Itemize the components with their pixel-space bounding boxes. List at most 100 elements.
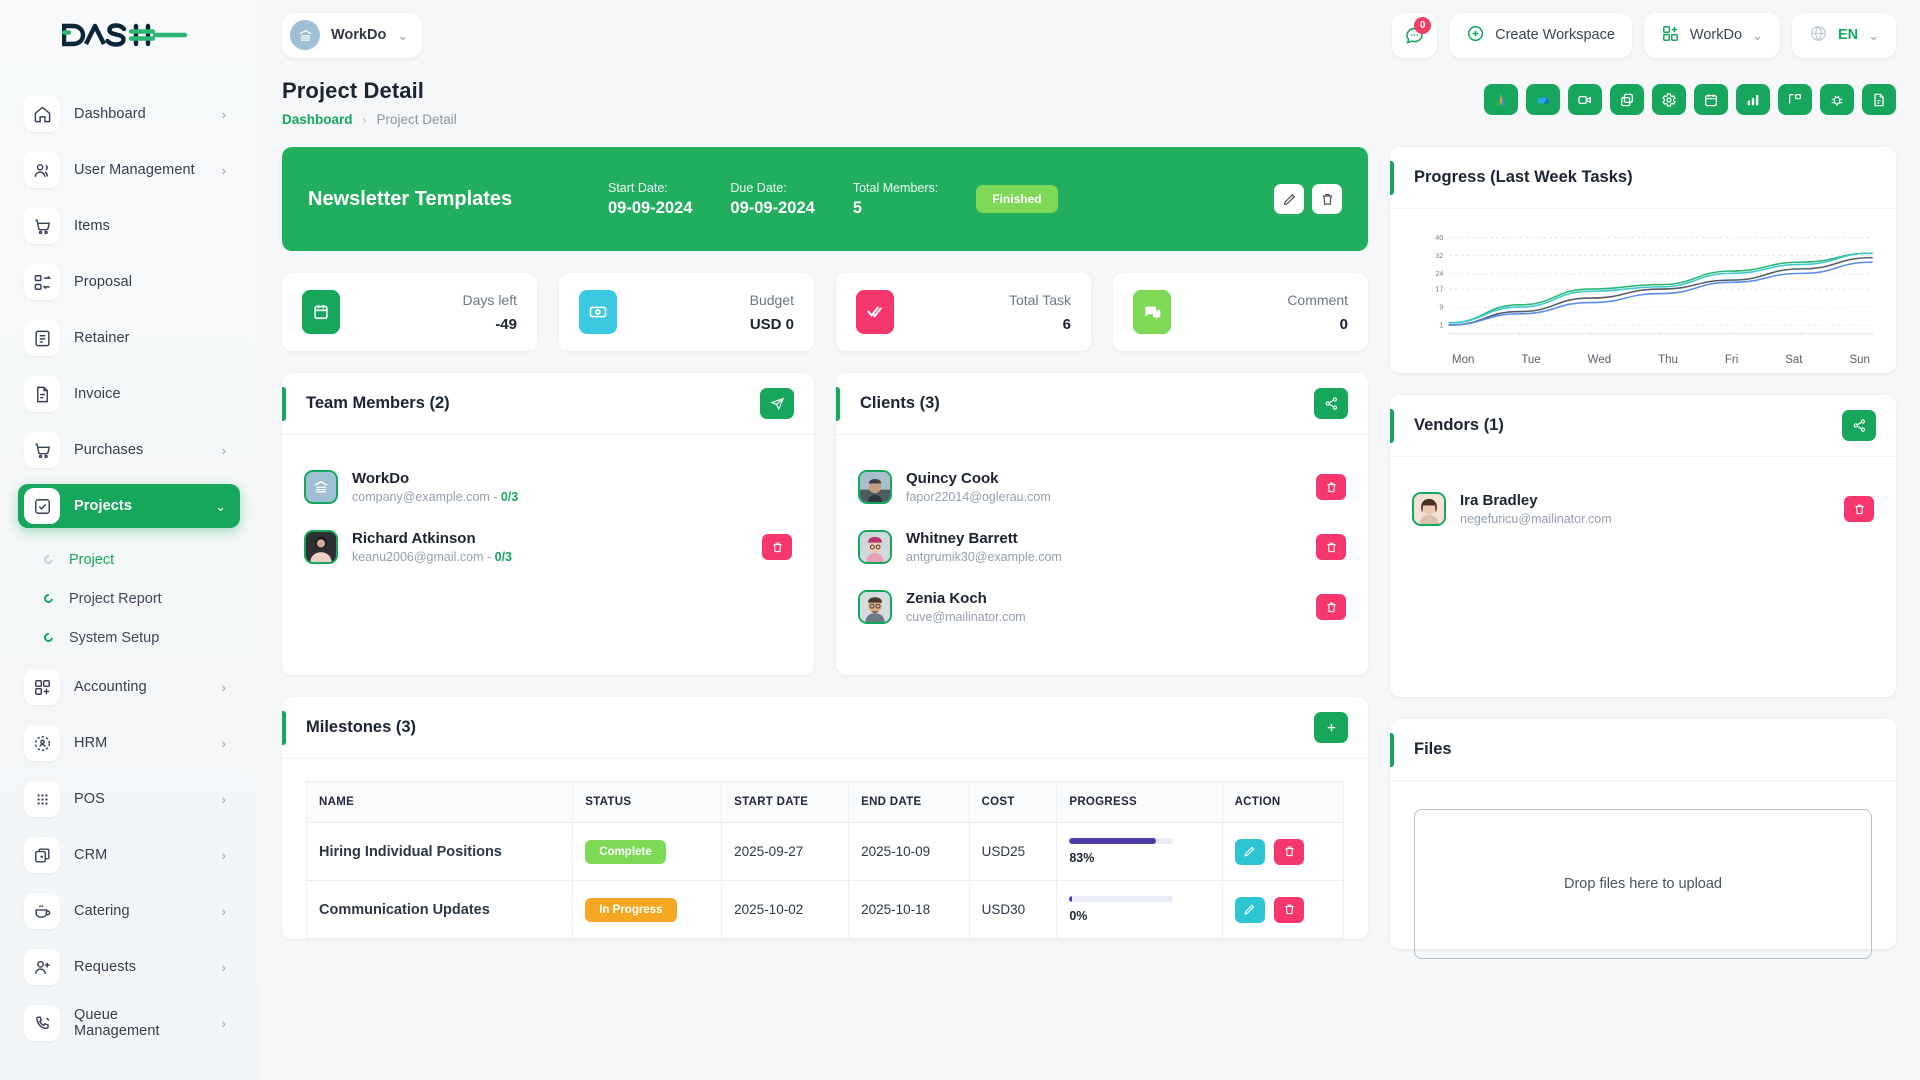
delete-project-button[interactable] (1312, 184, 1342, 214)
language-selector[interactable]: EN ⌄ (1791, 12, 1896, 58)
zoom-meeting-icon-button[interactable] (1568, 84, 1602, 115)
adsense-icon-button[interactable] (1484, 84, 1518, 115)
share-clients-button[interactable] (1314, 388, 1348, 419)
pencil-icon (1244, 904, 1255, 915)
sidebar-item-catering[interactable]: Catering › (18, 889, 240, 933)
delete-milestone-button[interactable] (1274, 896, 1305, 923)
status-badge: Finished (976, 185, 1058, 213)
chevron-right-icon: › (221, 106, 226, 122)
share-vendors-button[interactable] (1842, 410, 1876, 441)
sidebar-item-items[interactable]: Items (18, 204, 240, 248)
sidebar-subitem-label: Project (69, 551, 115, 568)
breadcrumb-root[interactable]: Dashboard (282, 112, 353, 127)
sidebar-item-crm[interactable]: CRM › (18, 833, 240, 877)
table-row[interactable]: Hiring Individual Positions Complete 202… (305, 822, 1345, 881)
calendar-icon-button[interactable] (1694, 84, 1728, 115)
sidebar-subitem-system-setup[interactable]: System Setup (18, 618, 240, 657)
due-date-block: Due Date: 09-09-2024 (730, 181, 814, 218)
person-info: Zenia Koch cuve@mailinator.com (906, 590, 1302, 624)
sidebar-subitem-project-report[interactable]: Project Report (18, 579, 240, 618)
person-info: WorkDo company@example.com - 0/3 (352, 470, 792, 504)
list-item[interactable]: Zenia Koch cuve@mailinator.com (858, 577, 1346, 637)
share-icon (1325, 397, 1337, 410)
delete-team-member-button[interactable] (762, 534, 792, 560)
trash-icon (1854, 504, 1864, 514)
sidebar-item-purchases[interactable]: Purchases › (18, 428, 240, 472)
edit-milestone-button[interactable] (1234, 896, 1265, 923)
users-icon (24, 152, 60, 188)
person-name: Quincy Cook (906, 470, 999, 487)
chart-bar-icon-button[interactable] (1736, 84, 1770, 115)
send-icon (769, 397, 784, 411)
delete-milestone-button[interactable] (1274, 838, 1305, 865)
cell-name: Communication Updates (305, 880, 574, 939)
sidebar-item-user-management[interactable]: User Management › (18, 148, 240, 192)
start-date-label: Start Date: (608, 180, 668, 195)
sidebar-item-dashboard[interactable]: Dashboard › (18, 92, 240, 136)
avatar (858, 470, 892, 504)
task-fraction: 0/3 (494, 550, 513, 564)
due-date-value: 09-09-2024 (730, 198, 815, 217)
list-item[interactable]: Ira Bradley negefuricu@mailinator.com (1412, 479, 1874, 539)
person-info: Ira Bradley negefuricu@mailinator.com (1460, 492, 1830, 526)
chevron-right-icon: › (221, 791, 226, 807)
table-row[interactable]: Communication Updates In Progress 2025-1… (305, 880, 1345, 939)
chat-button[interactable]: 0 (1392, 12, 1438, 58)
delete-client-button[interactable] (1316, 534, 1346, 560)
list-item[interactable]: WorkDo company@example.com - 0/3 (304, 457, 792, 517)
bug-icon-button[interactable] (1820, 84, 1854, 115)
sidebar-item-requests[interactable]: Requests › (18, 945, 240, 989)
file-icon-button[interactable] (1862, 84, 1896, 115)
sidebar-item-invoice[interactable]: Invoice (18, 372, 240, 416)
person-name: WorkDo (352, 470, 410, 487)
delete-client-button[interactable] (1316, 474, 1346, 500)
sidebar-item-queue-management[interactable]: Queue Management › (18, 1001, 240, 1045)
sidebar-subitem-project[interactable]: Project (18, 540, 240, 579)
list-item[interactable]: Richard Atkinson keanu2006@gmail.com - 0… (304, 517, 792, 577)
kanban-icon-button[interactable] (1778, 84, 1812, 115)
progress-chart: 1 9 17 24 32 40 Mon Tue Wed Thu Fri Sat Sun (1390, 209, 1896, 366)
column-action: Action (1221, 781, 1345, 823)
workspace-switch-button[interactable]: WorkDo ⌄ (1643, 12, 1780, 58)
sidebar-item-projects[interactable]: Projects ⌄ (18, 484, 240, 528)
list-item[interactable]: Quincy Cook fapor22014@oglerau.com (858, 457, 1346, 517)
sidebar-item-retainer[interactable]: Retainer (18, 316, 240, 360)
delete-client-button[interactable] (1316, 594, 1346, 620)
bullet-icon (42, 631, 55, 644)
invoice-icon (24, 376, 60, 412)
sidebar-item-label: Requests (74, 959, 137, 975)
proposal-icon (24, 264, 60, 300)
stat-label: Days left (462, 291, 517, 308)
chevron-right-icon: › (221, 162, 226, 178)
page-content: Project Detail Dashboard › Project Detai… (258, 70, 1920, 1080)
sidebar-item-label: Catering (74, 903, 130, 919)
invite-team-member-button[interactable] (760, 388, 794, 419)
team-members-card: Team Members (2) (282, 373, 814, 675)
cell-action (1221, 822, 1345, 881)
person-info: Whitney Barrett antgrumik30@example.com (906, 530, 1302, 564)
sidebar-item-hrm[interactable]: HRM › (18, 721, 240, 765)
delete-vendor-button[interactable] (1844, 496, 1874, 522)
onedrive-icon-button[interactable] (1526, 84, 1560, 115)
cell-start-date: 2025-10-02 (721, 880, 850, 939)
edit-milestone-button[interactable] (1234, 838, 1265, 865)
sidebar-item-proposal[interactable]: Proposal (18, 260, 240, 304)
logo[interactable] (0, 0, 258, 70)
start-date-value: 09-09-2024 (608, 198, 693, 217)
list-item[interactable]: Whitney Barrett antgrumik30@example.com (858, 517, 1346, 577)
file-dropzone[interactable]: Drop files here to upload (1414, 809, 1872, 959)
column-cost: Cost (968, 781, 1058, 823)
create-workspace-button[interactable]: Create Workspace (1449, 12, 1632, 58)
create-workspace-label: Create Workspace (1495, 27, 1615, 43)
chart-canvas: 1 9 17 24 32 40 (1435, 235, 1873, 337)
sidebar-item-accounting[interactable]: Accounting › (18, 665, 240, 709)
workspace-selector[interactable]: WorkDo ⌄ (282, 12, 423, 58)
stat-value: -49 (495, 315, 517, 333)
breadcrumb: Dashboard › Project Detail (282, 112, 457, 127)
gear-icon-button[interactable] (1652, 84, 1686, 115)
copy-icon-button[interactable] (1610, 84, 1644, 115)
chevron-right-icon: › (221, 959, 226, 975)
add-milestone-button[interactable] (1314, 712, 1348, 743)
edit-project-button[interactable] (1274, 184, 1304, 214)
sidebar-item-pos[interactable]: POS › (18, 777, 240, 821)
